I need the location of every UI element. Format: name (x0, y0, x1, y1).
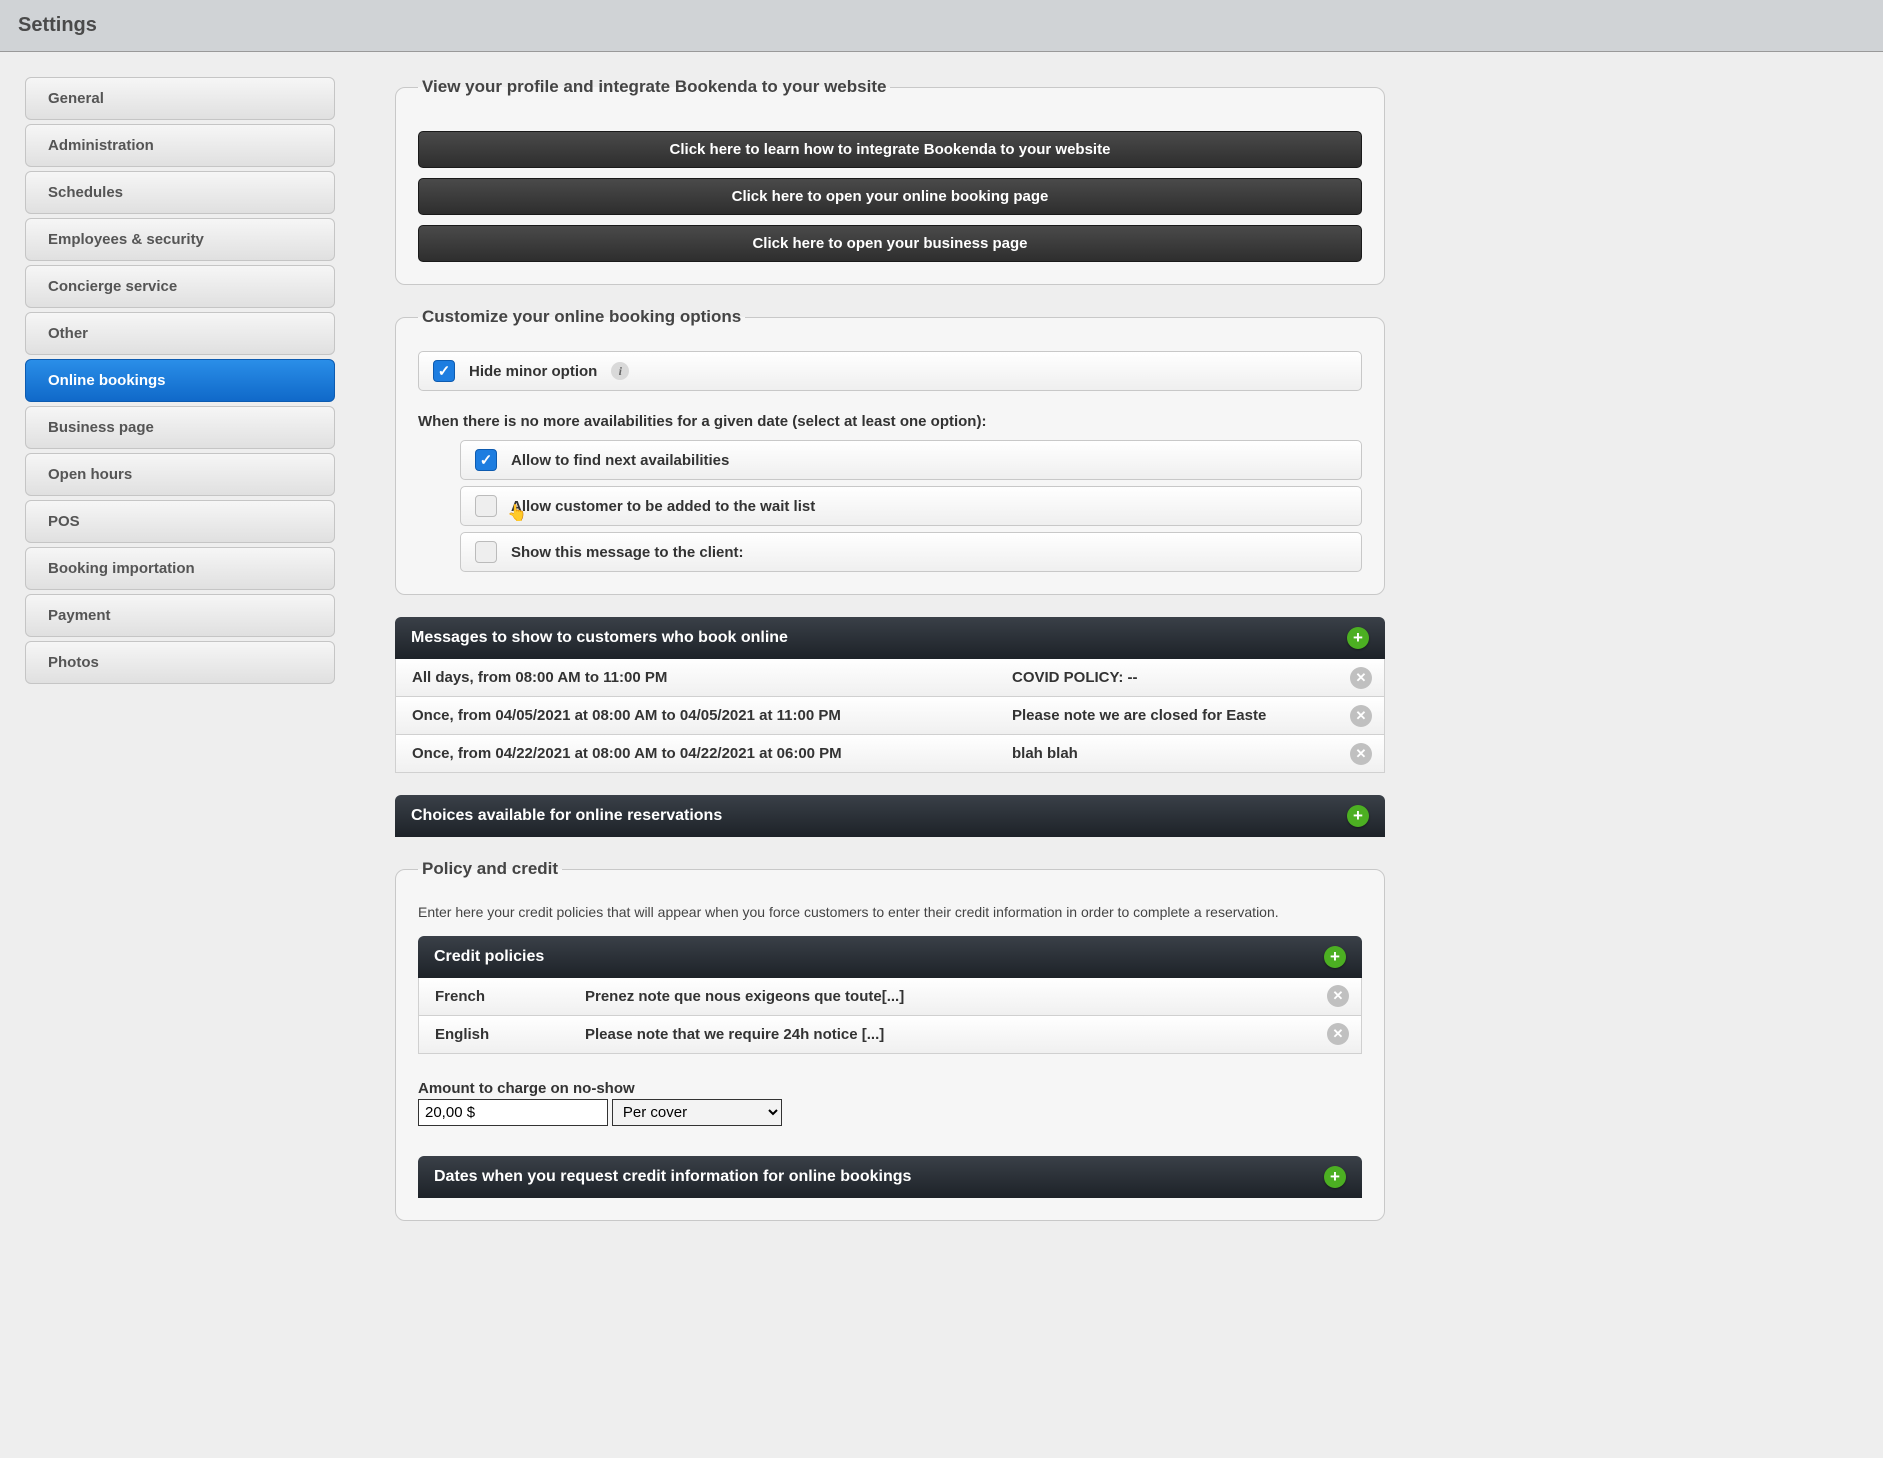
hide-minor-row[interactable]: Hide minor option i (418, 351, 1362, 391)
availability-option-2[interactable]: Show this message to the client: (460, 532, 1362, 572)
delete-message-icon[interactable]: ✕ (1350, 743, 1372, 765)
hide-minor-label: Hide minor option (469, 363, 597, 380)
customize-legend: Customize your online booking options (418, 307, 745, 327)
dates-header: Dates when you request credit informatio… (418, 1156, 1362, 1198)
message-row-0[interactable]: All days, from 08:00 AM to 11:00 PMCOVID… (395, 659, 1385, 697)
availability-checkbox-1[interactable] (475, 495, 497, 517)
message-text: COVID POLICY: -- (1012, 669, 1368, 686)
profile-legend: View your profile and integrate Bookenda… (418, 77, 890, 97)
sidebar: GeneralAdministrationSchedulesEmployees … (25, 77, 335, 1243)
availability-options: Allow to find next availabilities Allow c… (460, 440, 1362, 572)
availability-option-0[interactable]: Allow to find next availabilities (460, 440, 1362, 480)
messages-header: Messages to show to customers who book o… (395, 617, 1385, 659)
page-title: Settings (18, 14, 1865, 37)
credit-policies-title: Credit policies (434, 948, 544, 966)
messages-title: Messages to show to customers who book o… (411, 629, 788, 647)
profile-button-2[interactable]: Click here to open your business page (418, 225, 1362, 262)
credit-policy-row-1[interactable]: EnglishPlease note that we require 24h n… (418, 1016, 1362, 1054)
sidebar-item-payment[interactable]: Payment (25, 594, 335, 637)
availability-label-1: Allow customer to be added to the wait l… (511, 498, 815, 515)
message-when: All days, from 08:00 AM to 11:00 PM (412, 669, 1012, 686)
sidebar-item-photos[interactable]: Photos (25, 641, 335, 684)
sidebar-item-administration[interactable]: Administration (25, 124, 335, 167)
sidebar-item-other[interactable]: Other (25, 312, 335, 355)
amount-input[interactable] (418, 1099, 608, 1126)
main-container: GeneralAdministrationSchedulesEmployees … (0, 52, 1883, 1243)
policy-legend: Policy and credit (418, 859, 562, 879)
sidebar-item-general[interactable]: General (25, 77, 335, 120)
availability-option-1[interactable]: Allow customer to be added to the wait l… (460, 486, 1362, 526)
sidebar-item-online-bookings[interactable]: Online bookings (25, 359, 335, 402)
availability-label-0: Allow to find next availabilities (511, 452, 729, 469)
no-avail-heading: When there is no more availabilities for… (418, 413, 1362, 430)
availability-label-2: Show this message to the client: (511, 544, 744, 561)
message-when: Once, from 04/05/2021 at 08:00 AM to 04/… (412, 707, 1012, 724)
amount-label: Amount to charge on no-show (418, 1080, 1362, 1097)
add-choice-icon[interactable]: + (1347, 805, 1369, 827)
credit-policy-lang: French (435, 988, 585, 1005)
credit-policy-lang: English (435, 1026, 585, 1043)
sidebar-item-open-hours[interactable]: Open hours (25, 453, 335, 496)
main-content: View your profile and integrate Bookenda… (395, 77, 1385, 1243)
per-select[interactable]: Per cover (612, 1099, 782, 1126)
sidebar-item-concierge-service[interactable]: Concierge service (25, 265, 335, 308)
add-date-icon[interactable]: + (1324, 1166, 1346, 1188)
profile-panel: View your profile and integrate Bookenda… (395, 77, 1385, 285)
profile-button-1[interactable]: Click here to open your online booking p… (418, 178, 1362, 215)
profile-button-0[interactable]: Click here to learn how to integrate Boo… (418, 131, 1362, 168)
hide-minor-checkbox[interactable] (433, 360, 455, 382)
credit-policy-row-0[interactable]: FrenchPrenez note que nous exigeons que … (418, 978, 1362, 1016)
dates-title: Dates when you request credit informatio… (434, 1168, 911, 1186)
credit-policy-text: Prenez note que nous exigeons que toute[… (585, 988, 1345, 1005)
credit-policy-text: Please note that we require 24h notice [… (585, 1026, 1345, 1043)
message-when: Once, from 04/22/2021 at 08:00 AM to 04/… (412, 745, 1012, 762)
message-row-1[interactable]: Once, from 04/05/2021 at 08:00 AM to 04/… (395, 697, 1385, 735)
credit-policies-header: Credit policies + (418, 936, 1362, 978)
add-credit-policy-icon[interactable]: + (1324, 946, 1346, 968)
add-message-icon[interactable]: + (1347, 627, 1369, 649)
message-row-2[interactable]: Once, from 04/22/2021 at 08:00 AM to 04/… (395, 735, 1385, 773)
customize-panel: Customize your online booking options Hi… (395, 307, 1385, 595)
delete-credit-policy-icon[interactable]: ✕ (1327, 1023, 1349, 1045)
amount-row: Amount to charge on no-show Per cover (418, 1080, 1362, 1126)
sidebar-item-pos[interactable]: POS (25, 500, 335, 543)
choices-title: Choices available for online reservation… (411, 807, 722, 825)
sidebar-item-booking-importation[interactable]: Booking importation (25, 547, 335, 590)
policy-description: Enter here your credit policies that wil… (418, 903, 1362, 922)
delete-message-icon[interactable]: ✕ (1350, 667, 1372, 689)
delete-message-icon[interactable]: ✕ (1350, 705, 1372, 727)
sidebar-item-employees-security[interactable]: Employees & security (25, 218, 335, 261)
info-icon[interactable]: i (611, 362, 629, 380)
availability-checkbox-0[interactable] (475, 449, 497, 471)
sidebar-item-schedules[interactable]: Schedules (25, 171, 335, 214)
sidebar-item-business-page[interactable]: Business page (25, 406, 335, 449)
message-text: Please note we are closed for Easte (1012, 707, 1368, 724)
message-text: blah blah (1012, 745, 1368, 762)
choices-header: Choices available for online reservation… (395, 795, 1385, 837)
policy-panel: Policy and credit Enter here your credit… (395, 859, 1385, 1221)
header-bar: Settings (0, 0, 1883, 52)
availability-checkbox-2[interactable] (475, 541, 497, 563)
delete-credit-policy-icon[interactable]: ✕ (1327, 985, 1349, 1007)
